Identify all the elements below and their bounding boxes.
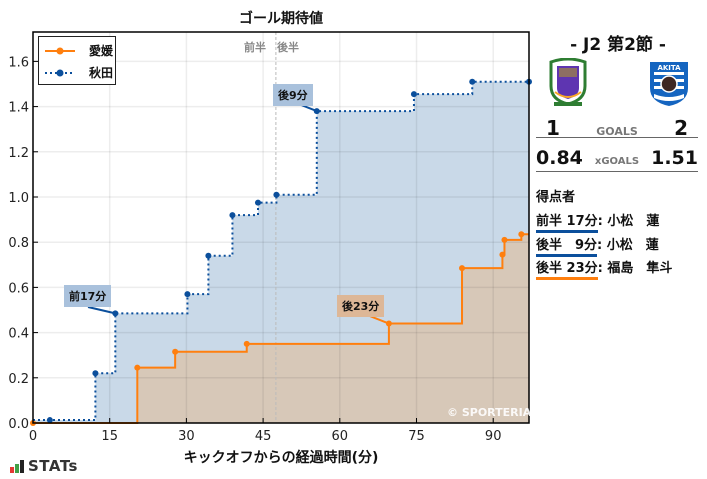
scorer-name: 小松 蓮 <box>602 214 660 229</box>
legend-item-ehime: 愛媛 <box>45 42 113 59</box>
data-point <box>469 78 476 85</box>
plot-frame <box>32 31 530 424</box>
scorer-time: 前半 17分 <box>536 210 598 233</box>
dotted-line-marker-icon <box>45 69 75 76</box>
legend-label: 秋田 <box>89 66 114 80</box>
y-tick-label: 1.6 <box>8 55 29 70</box>
legend-label: 愛媛 <box>89 44 114 58</box>
watermark: © SPORTERIA <box>447 406 532 419</box>
scorer-item: 後半 23分: 福島 隼斗 <box>536 257 672 280</box>
y-tick-label: 0.4 <box>8 327 29 342</box>
scorer-time: 後半 23分 <box>536 257 598 280</box>
data-point <box>205 252 212 259</box>
solid-line-marker-icon <box>45 47 75 54</box>
first-half-label: 前半 <box>244 41 266 54</box>
x-tick-label: 60 <box>332 429 349 444</box>
blaublitz-akita-crest-icon: AKITA <box>646 58 692 108</box>
ehime-fc-crest-icon <box>545 57 591 108</box>
y-tick-label: 1.4 <box>8 101 29 116</box>
goal-annotation-akita-54: 後9分 <box>273 84 313 106</box>
scorer-sep: : <box>597 214 603 229</box>
scorer-sep: : <box>597 261 603 276</box>
y-tick-label: 0.0 <box>8 417 29 432</box>
brand-text: STATs <box>28 457 78 475</box>
data-point <box>46 417 53 424</box>
svg-text:AKITA: AKITA <box>657 64 681 72</box>
home-goals: 1 <box>546 116 560 140</box>
scorer-item: 前半 17分: 小松 蓮 <box>536 210 659 233</box>
annotation-pointer <box>87 306 116 315</box>
y-tick-label: 1.0 <box>8 191 29 206</box>
area-fill-0 <box>33 234 529 423</box>
data-point <box>273 191 280 198</box>
data-point <box>518 231 525 238</box>
bar-chart-icon <box>10 459 24 473</box>
y-tick-label: 0.2 <box>8 372 29 387</box>
data-point <box>410 91 417 98</box>
scorer-time: 後半 9分 <box>536 234 598 257</box>
x-tick-label: 90 <box>485 429 502 444</box>
series-line-1 <box>33 80 529 422</box>
x-tick-label: 45 <box>255 429 272 444</box>
data-point <box>229 212 236 219</box>
xgoals-row: 0.84 xGOALS 1.51 <box>536 147 698 172</box>
chart-legend: 愛媛 秋田 <box>38 36 116 85</box>
data-point <box>184 291 191 298</box>
away-xgoals: 1.51 <box>651 147 698 169</box>
y-tick-label: 0.6 <box>8 281 29 296</box>
goals-label: GOALS <box>596 125 638 138</box>
scorers-title: 得点者 <box>536 190 576 205</box>
data-point <box>92 370 99 377</box>
xgoals-label: xGOALS <box>594 156 640 167</box>
data-point <box>134 364 141 371</box>
scorer-name: 小松 蓮 <box>602 238 659 253</box>
x-axis-label: キックオフからの経過時間(分) <box>183 450 379 466</box>
x-tick-label: 30 <box>178 429 195 444</box>
second-half-label: 後半 <box>277 41 299 54</box>
data-point <box>459 265 466 272</box>
goal-annotation-ehime-68: 後23分 <box>337 295 385 317</box>
chart-title: ゴール期待値 <box>239 11 323 27</box>
data-point <box>243 340 250 347</box>
home-xgoals: 0.84 <box>536 147 583 169</box>
y-tick-label: 1.2 <box>8 146 29 161</box>
stats-brand-logo: STATs <box>10 457 78 475</box>
match-title: - J2 第2節 - <box>570 35 666 55</box>
legend-item-akita: 秋田 <box>45 64 113 81</box>
away-goals: 2 <box>674 116 688 140</box>
data-point <box>172 348 179 355</box>
x-tick-label: 15 <box>101 429 118 444</box>
x-tick-label: 0 <box>29 429 37 444</box>
scorer-name: 福島 隼斗 <box>602 261 673 276</box>
data-point <box>501 236 508 243</box>
scorer-item: 後半 9分: 小松 蓮 <box>536 234 659 257</box>
goal-annotation-akita-17: 前17分 <box>64 285 112 307</box>
data-point <box>499 251 506 258</box>
x-tick-label: 75 <box>408 429 425 444</box>
goals-row: 1 GOALS 2 <box>536 116 698 140</box>
scorer-sep: : <box>597 238 603 253</box>
data-point <box>254 199 261 206</box>
y-tick-label: 0.8 <box>8 236 29 251</box>
